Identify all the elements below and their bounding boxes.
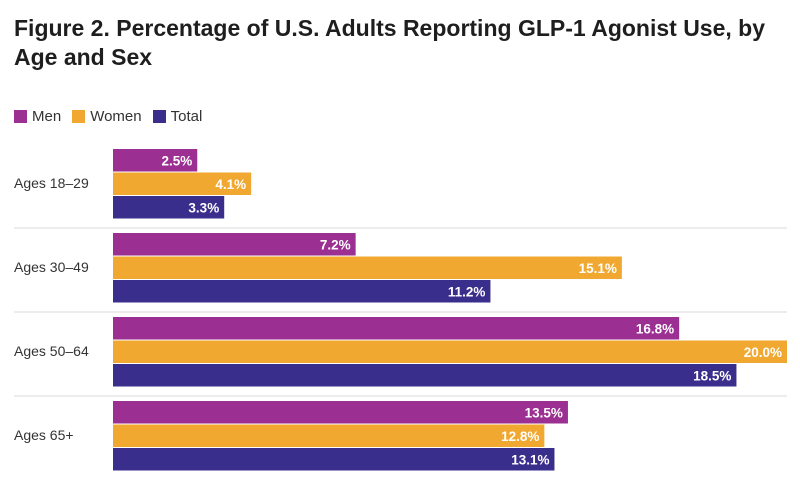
legend-label-total: Total xyxy=(170,108,203,125)
legend-item-women: Women xyxy=(72,108,142,125)
bar-men xyxy=(113,317,680,340)
legend-swatch-women xyxy=(72,110,86,123)
bar-total xyxy=(113,448,555,471)
data-label-total: 11.2% xyxy=(448,284,486,299)
bar-women xyxy=(113,340,787,363)
figure-number: Figure 2. xyxy=(14,15,110,41)
bar-women xyxy=(113,256,622,279)
legend-swatch-men xyxy=(14,110,27,123)
data-label-men: 16.8% xyxy=(636,321,674,336)
data-label-total: 13.1% xyxy=(511,452,549,467)
data-label-men: 13.5% xyxy=(525,405,563,420)
bar-women xyxy=(113,172,252,195)
legend-label-men: Men xyxy=(32,108,62,125)
data-label-women: 12.8% xyxy=(501,429,539,444)
data-label-women: 4.1% xyxy=(215,177,246,192)
data-label-total: 18.5% xyxy=(693,368,731,383)
bar-men xyxy=(113,401,568,424)
bar-women xyxy=(113,424,545,447)
bar-total xyxy=(113,280,491,303)
legend: Men Women Total xyxy=(14,108,213,125)
legend-item-men: Men xyxy=(14,108,61,125)
data-label-men: 7.2% xyxy=(320,237,351,252)
category-label: Ages 50–64 xyxy=(14,343,89,359)
bar-men xyxy=(113,149,198,172)
bar-men xyxy=(113,233,356,256)
bar-total xyxy=(113,196,225,219)
legend-item-total: Total xyxy=(152,108,203,125)
category-label: Ages 18–29 xyxy=(14,175,89,191)
bar-total xyxy=(113,364,737,387)
legend-swatch-total xyxy=(152,110,166,123)
category-label: Ages 30–49 xyxy=(14,259,89,275)
legend-label-women: Women xyxy=(90,108,142,125)
category-label: Ages 65+ xyxy=(14,427,74,443)
title-text: Percentage of U.S. Adults Reporting GLP-… xyxy=(14,15,766,70)
data-label-women: 20.0% xyxy=(744,345,782,360)
data-label-men: 2.5% xyxy=(161,153,192,168)
chart-title: Figure 2. Percentage of U.S. Adults Repo… xyxy=(14,14,784,72)
data-label-women: 15.1% xyxy=(579,261,617,276)
data-label-total: 3.3% xyxy=(188,200,219,215)
